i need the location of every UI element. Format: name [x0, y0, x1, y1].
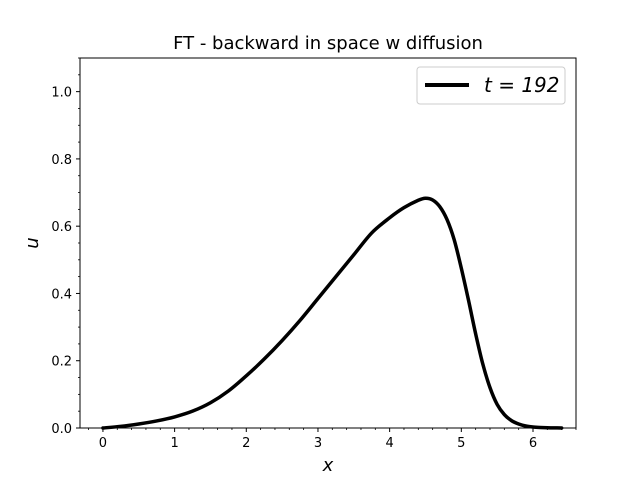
y-tick-label: 0.4: [51, 287, 72, 302]
y-tick-label: 0.2: [51, 355, 72, 370]
plot-area: [79, 57, 577, 429]
x-tick-label: 1: [170, 436, 178, 451]
x-tick-label: 0: [99, 436, 107, 451]
y-tick-label: 1.0: [51, 86, 72, 101]
x-tick-label: 3: [314, 436, 322, 451]
x-tick-label: 6: [529, 436, 537, 451]
y-tick-label: 0.0: [51, 422, 72, 437]
x-tick-label: 4: [386, 436, 394, 451]
legend: t = 192: [416, 66, 566, 105]
y-axis-label: u: [22, 237, 43, 248]
legend-box: [416, 66, 566, 105]
x-axis-label: x: [322, 455, 334, 476]
x-tick-label: 2: [242, 436, 250, 451]
x-tick-label: 5: [457, 436, 465, 451]
series-layer: [101, 196, 564, 430]
series-line: [101, 196, 564, 430]
axes-frame: [79, 57, 577, 429]
ticks-layer: 0 1 2 3 4 5 6 0.0 0.2 0.4 0.6 0.8 1.0: [51, 57, 577, 451]
chart-title: FT - backward in space w diffusion: [173, 33, 483, 54]
legend-label: t = 192: [484, 73, 560, 97]
y-tick-label: 0.8: [51, 153, 72, 168]
y-tick-label: 0.6: [51, 220, 72, 235]
